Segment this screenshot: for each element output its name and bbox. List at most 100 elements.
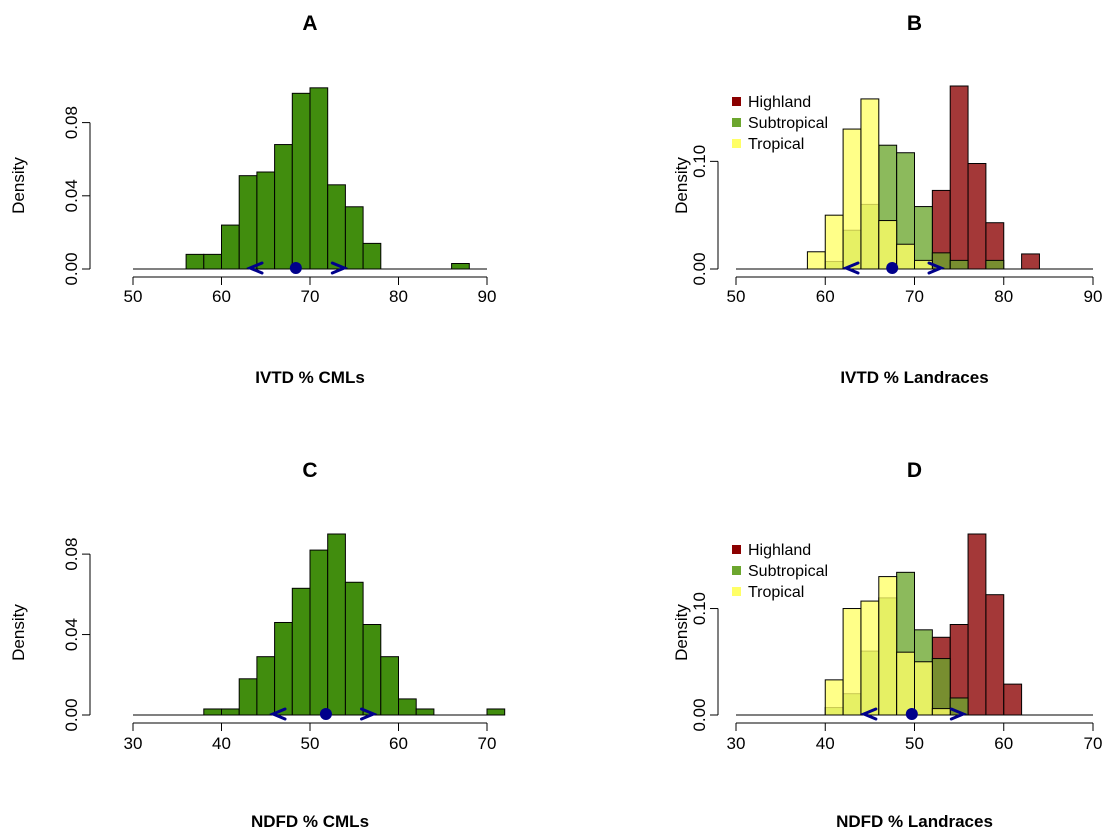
panel-title: B — [907, 12, 922, 35]
histogram-bar-series — [203, 253, 223, 270]
y-tick-label: 0.00 — [690, 252, 709, 285]
x-tick-label: 80 — [994, 287, 1013, 306]
mean-marker — [269, 707, 378, 721]
legend-swatch — [732, 118, 741, 127]
histogram-bar-highland — [985, 594, 1005, 716]
histogram-bar-series — [309, 549, 329, 716]
histogram-bar-highland — [967, 533, 987, 716]
histogram-bar-highland — [1003, 683, 1023, 716]
mean-dot — [289, 262, 302, 274]
interval-lower-chevron — [842, 261, 860, 275]
legend-label: Subtropical — [748, 563, 828, 580]
panel-title: D — [907, 459, 922, 482]
histogram-bar-tropical — [824, 214, 844, 270]
x-tick-label: 80 — [389, 287, 408, 306]
histogram-bar-tropical — [878, 220, 898, 270]
histogram-bar-series — [486, 708, 506, 716]
histogram-bar-series — [238, 678, 258, 716]
y-tick-label: 0.00 — [62, 698, 81, 731]
panel-a: 50 60 70 80 90 0.00 0.04 0.08 A IVTD % CMLs Densit… — [9, 12, 496, 387]
interval-lower-chevron — [246, 261, 264, 275]
histogram-bar-tropical — [842, 608, 862, 716]
mean-marker — [246, 261, 349, 275]
histogram-bar-series — [415, 708, 435, 716]
legend-swatch — [732, 97, 741, 106]
histogram-bar-series — [344, 581, 364, 716]
histogram-bar-series — [221, 708, 240, 716]
interval-upper-chevron — [330, 261, 349, 275]
histogram-bar-series — [451, 263, 470, 270]
y-axis-label: Density — [9, 157, 28, 214]
histogram-bar-series — [185, 253, 205, 270]
y-axis: 0.00 0.10 — [690, 592, 719, 732]
mean-dot — [886, 262, 899, 274]
x-axis-label: IVTD % CMLs — [255, 368, 365, 387]
histogram-bar-series — [380, 656, 399, 716]
histogram-bar-series — [362, 624, 382, 716]
y-axis: 0.00 0.04 0.08 — [62, 106, 91, 286]
histogram-bar-series — [256, 171, 276, 270]
histogram-bar-series — [274, 621, 293, 716]
x-tick-label: 60 — [816, 287, 835, 306]
x-axis-label: NDFD % Landraces — [836, 812, 993, 831]
legend: Highland Subtropical Tropical — [732, 94, 828, 153]
panel-d: 30 40 50 60 70 0.00 0.10 D NDFD % Landraces Densi… — [672, 459, 1102, 831]
histogram-bar-series — [203, 708, 223, 716]
y-tick-label: 0.08 — [62, 538, 81, 571]
x-tick-label: 50 — [124, 287, 143, 306]
x-axis: 30 40 50 60 70 — [727, 722, 1103, 753]
histogram-bar-series — [398, 698, 417, 716]
x-tick-label: 90 — [1084, 287, 1103, 306]
panel-b: 50 60 70 80 90 0.00 0.10 B IVTD % Landraces Densi… — [672, 12, 1102, 387]
panel-title: C — [302, 459, 317, 482]
interval-lower-chevron — [269, 707, 287, 721]
histogram-bar-series — [309, 87, 329, 270]
histogram-bar-tropical — [842, 128, 862, 270]
x-axis: 30 40 50 60 70 — [124, 722, 496, 753]
y-axis: 0.00 0.04 0.08 — [62, 538, 91, 732]
interval-upper-chevron — [949, 707, 968, 721]
x-tick-label: 60 — [212, 287, 231, 306]
y-axis-label: Density — [9, 604, 28, 661]
legend-label: Tropical — [748, 584, 804, 601]
histogram-bar-series — [256, 656, 276, 716]
interval-upper-chevron — [927, 261, 945, 275]
histogram-bar-highland — [1021, 253, 1040, 270]
histogram-bar-series — [238, 175, 258, 270]
x-tick-label: 40 — [816, 734, 835, 753]
histogram-bar-series — [291, 92, 311, 270]
histogram-bar-highland — [949, 85, 969, 270]
legend-label: Highland — [748, 542, 811, 559]
y-axis: 0.00 0.10 — [690, 145, 719, 286]
mean-dot — [319, 708, 332, 720]
mean-marker — [859, 707, 968, 721]
histogram-bar-tropical — [806, 251, 826, 270]
legend-swatch — [732, 566, 741, 575]
x-tick-label: 30 — [727, 734, 746, 753]
interval-upper-chevron — [360, 707, 378, 721]
histogram-bar-subtropical — [914, 206, 933, 270]
x-tick-label: 70 — [301, 287, 320, 306]
histogram-bar-tropical — [931, 708, 951, 716]
y-axis-label: Density — [672, 604, 691, 661]
x-tick-label: 60 — [389, 734, 408, 753]
histogram-bar-tropical — [860, 600, 880, 716]
y-tick-label: 0.08 — [62, 106, 81, 139]
mean-marker — [842, 261, 945, 275]
y-axis-label: Density — [672, 157, 691, 214]
legend-swatch — [732, 587, 741, 596]
histogram-bar-subtropical — [985, 259, 1005, 270]
legend-swatch — [732, 545, 741, 554]
histogram-bar-series — [274, 144, 293, 270]
y-tick-label: 0.10 — [690, 145, 709, 178]
histogram-bar-series — [362, 242, 382, 270]
x-tick-label: 70 — [1084, 734, 1103, 753]
y-tick-label: 0.04 — [62, 618, 81, 651]
histogram-bar-series — [291, 587, 311, 716]
histogram-bar-subtropical — [931, 658, 951, 716]
histogram-bar-tropical — [896, 243, 916, 270]
x-tick-label: 90 — [478, 287, 497, 306]
histogram-bar-series — [327, 533, 346, 716]
x-tick-label: 50 — [727, 287, 746, 306]
x-axis: 50 60 70 80 90 — [727, 276, 1103, 306]
